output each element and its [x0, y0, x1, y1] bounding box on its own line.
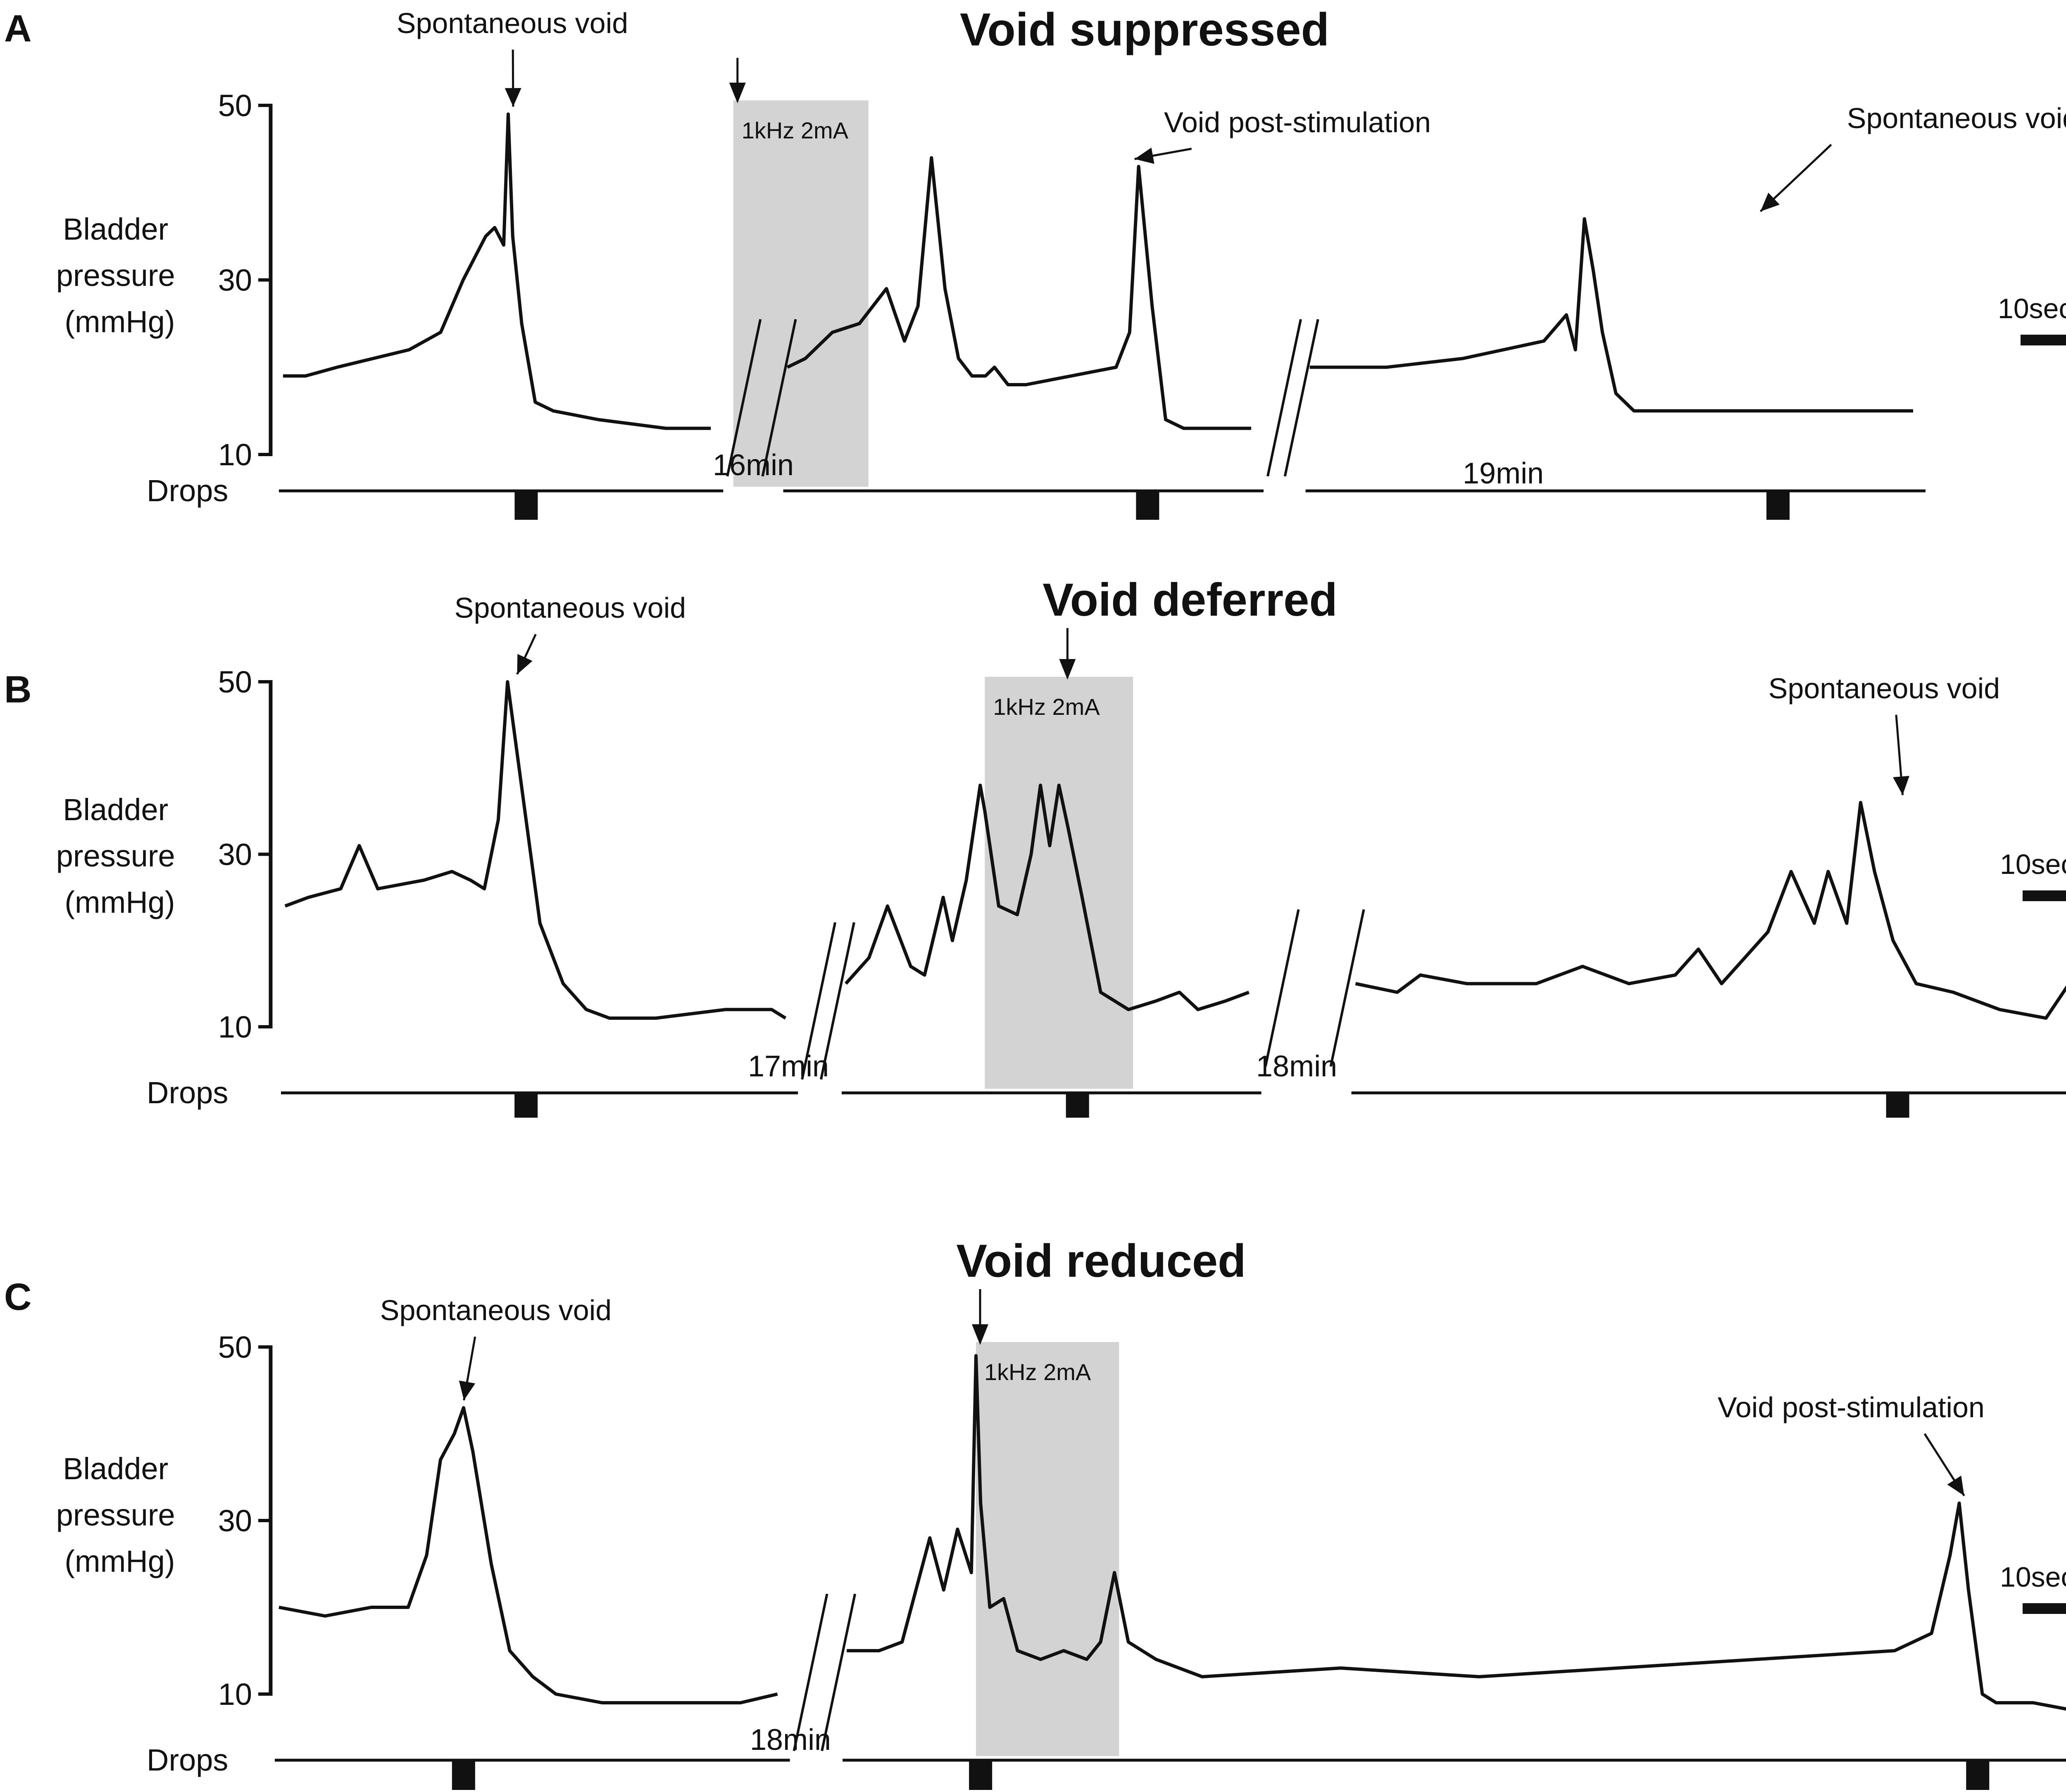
axis-break [801, 922, 837, 1080]
axis-break [761, 319, 797, 477]
annotation-arrowhead [505, 88, 521, 107]
y-axis-label: Bladder pressure (mmHg) [56, 1452, 183, 1578]
axis-break [726, 319, 762, 477]
annotation: Void post-stimulation [1164, 106, 1431, 138]
pressure-trace [1309, 217, 1913, 413]
annotation-arrowhead [1893, 776, 1909, 795]
drop-mark [514, 491, 538, 520]
annotation: Spontaneous void [1768, 672, 2000, 704]
pressure-trace [847, 1354, 2066, 1711]
drops-label: Drops [147, 1743, 228, 1777]
annotation: Spontaneous void [1847, 102, 2066, 134]
pressure-trace [845, 783, 1250, 1011]
stimulation-label: 1kHz 2mA [993, 694, 1100, 720]
drop-mark [1136, 491, 1159, 520]
axis-break [821, 1593, 857, 1752]
pressure-trace [284, 680, 787, 1020]
pressure-trace [1355, 801, 2066, 1020]
y-axis-label-line: (mmHg) [64, 1544, 175, 1578]
drop-mark [514, 1093, 538, 1118]
y-axis-label-line: pressure [56, 1498, 175, 1532]
drop-mark [969, 1760, 993, 1790]
annotation-arrowhead [1134, 148, 1154, 164]
y-tick-label: 50 [218, 88, 252, 123]
pressure-trace [278, 1406, 778, 1704]
drop-mark [1886, 1093, 1909, 1118]
scale-bar-label: 10sec [2000, 849, 2066, 880]
panel-c: 1kHz 2mA C Void reduced Bladder pressure… [4, 1235, 2066, 1790]
gap-label: 18min [1256, 1050, 1337, 1083]
y-axis-label: Bladder pressure (mmHg) [56, 212, 183, 339]
y-tick-label: 30 [218, 1504, 252, 1538]
drop-mark [1066, 1093, 1089, 1118]
axis-break [1283, 319, 1319, 477]
panel-b: 1kHz 2mA B Void deferred Bladder pressur… [4, 574, 2066, 1118]
annotation-arrowhead [459, 1380, 476, 1400]
stimulation-band [733, 100, 869, 487]
y-axis-label-line: (mmHg) [64, 885, 175, 919]
scale-bar [2023, 890, 2066, 901]
y-axis-label: Bladder pressure (mmHg) [56, 792, 183, 919]
gap-label: 16min [713, 449, 794, 482]
drop-mark [452, 1760, 475, 1790]
stimulation-label: 1kHz 2mA [742, 117, 849, 143]
panel-title: Void reduced [956, 1235, 1246, 1287]
drop-mark [1766, 491, 1790, 520]
y-tick-label: 30 [218, 263, 252, 297]
annotation-arrowhead [517, 654, 533, 674]
scale-bar [2021, 335, 2066, 345]
y-axis-label-line: pressure [56, 258, 175, 293]
stimulation-arrowhead [1059, 659, 1076, 680]
y-tick-label: 10 [218, 438, 252, 472]
scale-bar [2023, 1603, 2066, 1614]
gap-label: 18min [750, 1723, 831, 1756]
gap-label: 19min [1463, 457, 1544, 490]
stimulation-label: 1kHz 2mA [984, 1359, 1091, 1385]
panel-a: 1kHz 2mA A Void suppressed Bladder press… [4, 4, 2066, 520]
stimulation-arrowhead [729, 83, 746, 103]
scale-bar-label: 10sec [1998, 293, 2066, 324]
annotation: Spontaneous void [397, 7, 628, 39]
axis-break [1264, 909, 1300, 1067]
annotation: Spontaneous void [380, 1294, 612, 1326]
drops-label: Drops [147, 1076, 228, 1110]
annotation-arrowhead [1947, 1475, 1964, 1496]
pressure-trace [283, 112, 711, 430]
y-axis-label-line: (mmHg) [64, 305, 175, 339]
y-tick-label: 10 [218, 1010, 252, 1044]
axis-break [1266, 319, 1302, 477]
pressure-trace [786, 156, 1251, 430]
y-axis-label-line: pressure [56, 839, 175, 873]
scale-bar-label: 10sec [2000, 1561, 2066, 1593]
panel-label: B [4, 669, 31, 711]
stimulation-band [985, 677, 1133, 1089]
panel-label: C [4, 1276, 31, 1318]
annotation: Spontaneous void [455, 592, 686, 624]
y-axis-label-line: Bladder [63, 1452, 168, 1486]
panel-label: A [4, 7, 31, 50]
axis-break [793, 1593, 828, 1752]
y-axis-label-line: Bladder [63, 212, 168, 246]
annotation: Void post-stimulation [1718, 1391, 1985, 1423]
panel-title: Void suppressed [960, 4, 1329, 55]
y-tick-label: 50 [218, 1330, 252, 1364]
stimulation-arrowhead [971, 1324, 988, 1345]
axis-break [1329, 909, 1365, 1067]
gap-label: 17min [748, 1050, 829, 1083]
drops-label: Drops [147, 474, 228, 508]
stimulation-band [976, 1342, 1119, 1756]
annotation-arrowhead [1760, 193, 1780, 212]
axis-break [820, 922, 855, 1080]
panel-title: Void deferred [1043, 574, 1338, 626]
y-axis-label-line: Bladder [63, 792, 168, 827]
y-tick-label: 50 [218, 665, 252, 699]
y-tick-label: 30 [218, 838, 252, 872]
drop-mark [1966, 1760, 1990, 1790]
y-tick-label: 10 [218, 1677, 252, 1711]
